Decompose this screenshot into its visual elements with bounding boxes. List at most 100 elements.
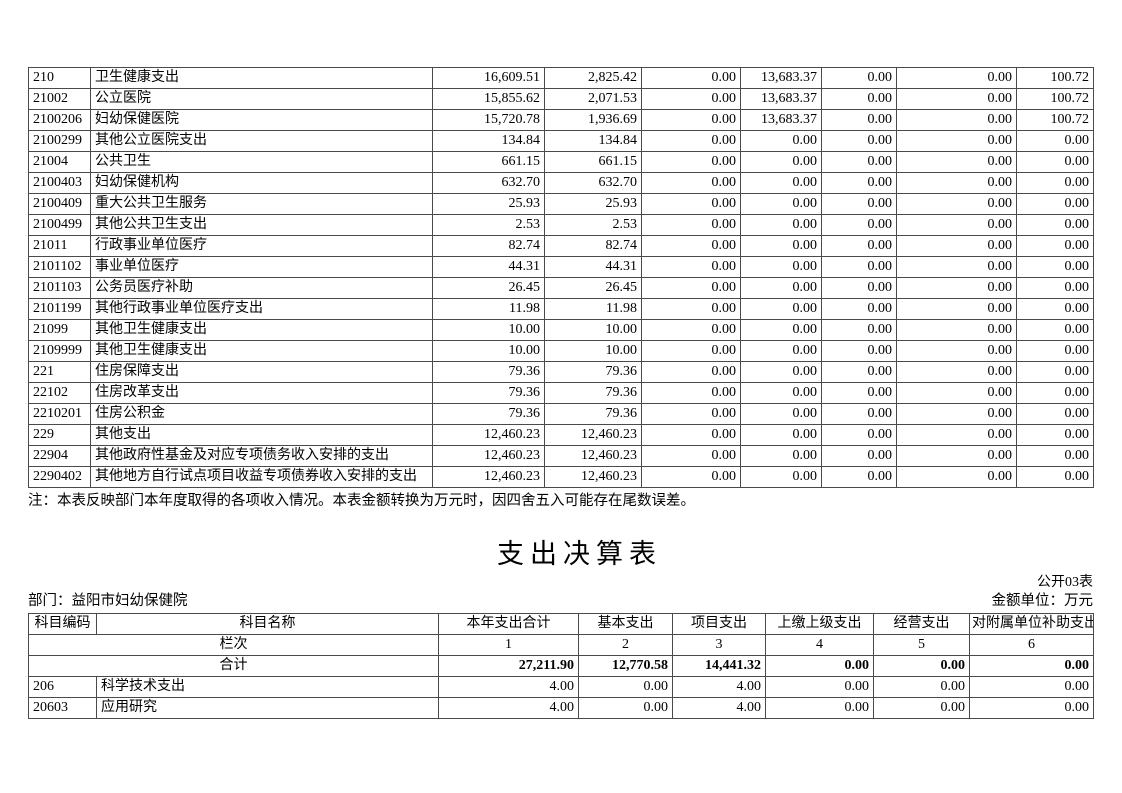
expenditure-table-body: 栏次 1 2 3 4 5 6 合计 27,211.90 12,770.58 14,441.32 0.… [28,634,1094,719]
row-value: 0.00 [896,340,1017,362]
total-value: 0.00 [969,655,1094,677]
row-name: 其他地方自行试点项目收益专项债券收入安排的支出 [90,466,433,488]
row-value: 0.00 [740,466,822,488]
table-footnote: 注：本表反映部门本年度取得的各项收入情况。本表金额转换为万元时，因四舍五入可能存… [28,493,695,509]
row-name: 事业单位医疗 [90,256,433,278]
row-value: 0.00 [1016,172,1094,194]
row-name: 其他卫生健康支出 [90,319,433,341]
row-value: 44.31 [432,256,545,278]
row-value: 0.00 [641,445,741,467]
row-value: 0.00 [740,445,822,467]
table-row: 210 卫生健康支出 16,609.51 2,825.42 0.00 13,683.37 0… [28,67,1094,89]
row-value: 0.00 [896,298,1017,320]
total-value: 0.00 [873,655,970,677]
row-value: 0.00 [1016,193,1094,215]
row-value: 0.00 [740,172,822,194]
row-value: 0.00 [765,697,874,719]
lanci-number: 4 [765,634,874,656]
row-value: 0.00 [821,424,897,446]
row-value: 0.00 [740,130,822,152]
income-continuation-table: 210 卫生健康支出 16,609.51 2,825.42 0.00 13,683.37 0… [28,67,1094,488]
expenditure-table: 科目编码 科目名称 本年支出合计 基本支出 项目支出 上缴上级支出 经营支出 对附属单位补助支… [28,613,1094,719]
row-code: 22904 [28,445,91,467]
lanci-number: 1 [438,634,579,656]
row-value: 0.00 [821,298,897,320]
table-row: 21011 行政事业单位医疗 82.74 82.74 0.00 0.00 0.00 0.00 0… [28,235,1094,257]
row-code: 2210201 [28,403,91,425]
department-label: 部门：益阳市妇幼保健院 [28,593,188,609]
row-value: 10.00 [544,340,642,362]
row-value: 0.00 [641,319,741,341]
row-value: 0.00 [740,361,822,383]
column-header: 基本支出 [578,613,673,635]
row-value: 0.00 [641,172,741,194]
row-value: 0.00 [821,340,897,362]
row-value: 0.00 [821,109,897,131]
row-name: 公共卫生 [90,151,433,173]
row-value: 0.00 [1016,235,1094,257]
row-value: 44.31 [544,256,642,278]
row-code: 210 [28,67,91,89]
row-value: 0.00 [821,277,897,299]
lanci-number: 5 [873,634,970,656]
row-name: 妇幼保健机构 [90,172,433,194]
row-value: 10.00 [544,319,642,341]
table-row: 229 其他支出 12,460.23 12,460.23 0.00 0.00 0.00 0.0… [28,424,1094,446]
row-code: 221 [28,361,91,383]
row-value: 2,825.42 [544,67,642,89]
row-name: 其他公立医院支出 [90,130,433,152]
row-name: 住房保障支出 [90,361,433,383]
row-value: 0.00 [821,319,897,341]
public-table-number-label: 公开03表 [1037,575,1093,590]
row-value: 12,460.23 [544,424,642,446]
row-value: 0.00 [896,403,1017,425]
row-value: 0.00 [873,697,970,719]
row-value: 0.00 [1016,424,1094,446]
row-value: 0.00 [821,445,897,467]
table-row: 2101103 公务员医疗补助 26.45 26.45 0.00 0.00 0.00 0.00… [28,277,1094,299]
column-header: 对附属单位补助支出 [969,613,1094,635]
row-value: 0.00 [641,235,741,257]
row-value: 0.00 [896,256,1017,278]
row-value: 661.15 [432,151,545,173]
row-value: 0.00 [896,130,1017,152]
row-value: 0.00 [1016,256,1094,278]
row-value: 0.00 [740,382,822,404]
row-value: 13,683.37 [740,67,822,89]
row-name: 其他行政事业单位医疗支出 [90,298,433,320]
table-row: 221 住房保障支出 79.36 79.36 0.00 0.00 0.00 0.00 0.00 [28,361,1094,383]
expenditure-header-row: 科目编码 科目名称 本年支出合计 基本支出 项目支出 上缴上级支出 经营支出 对附属单位补助支… [28,613,1094,635]
total-row: 合计 27,211.90 12,770.58 14,441.32 0.00 0.00 0.0… [28,655,1094,677]
row-value: 0.00 [740,214,822,236]
table-row: 20603 应用研究 4.00 0.00 4.00 0.00 0.00 0.00 [28,697,1094,719]
row-value: 0.00 [821,235,897,257]
row-value: 0.00 [1016,277,1094,299]
row-value: 632.70 [544,172,642,194]
row-value: 0.00 [641,424,741,446]
row-value: 632.70 [432,172,545,194]
row-code: 2101103 [28,277,91,299]
table-row: 2100206 妇幼保健医院 15,720.78 1,936.69 0.00 13,683… [28,109,1094,131]
row-value: 12,460.23 [544,445,642,467]
row-code: 2100499 [28,214,91,236]
row-code: 229 [28,424,91,446]
row-value: 16,609.51 [432,67,545,89]
row-value: 100.72 [1016,67,1094,89]
row-value: 0.00 [641,403,741,425]
row-value: 0.00 [1016,361,1094,383]
row-name: 其他卫生健康支出 [90,340,433,362]
total-value: 27,211.90 [438,655,579,677]
row-value: 0.00 [896,172,1017,194]
row-code: 21099 [28,319,91,341]
row-code: 2101199 [28,298,91,320]
column-header: 科目名称 [96,613,439,635]
row-value: 0.00 [740,340,822,362]
row-value: 4.00 [672,697,766,719]
row-value: 79.36 [544,382,642,404]
row-value: 0.00 [740,277,822,299]
row-name: 其他支出 [90,424,433,446]
total-value: 14,441.32 [672,655,766,677]
row-value: 0.00 [821,382,897,404]
row-code: 2100403 [28,172,91,194]
row-value: 0.00 [896,319,1017,341]
